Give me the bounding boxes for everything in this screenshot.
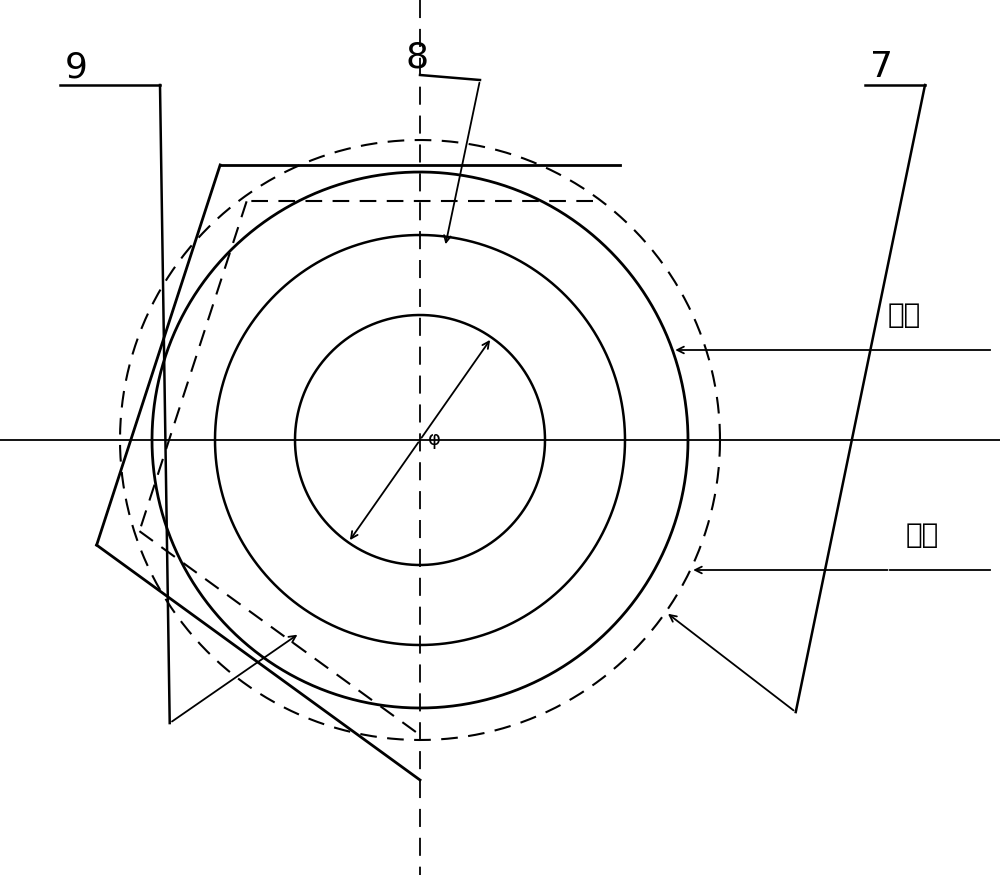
Text: 9: 9: [65, 50, 88, 84]
Text: 8: 8: [405, 40, 428, 74]
Text: 上沿: 上沿: [887, 301, 921, 329]
Text: 7: 7: [870, 50, 893, 84]
Text: φ: φ: [428, 430, 441, 449]
Text: 下沿: 下沿: [905, 521, 939, 549]
